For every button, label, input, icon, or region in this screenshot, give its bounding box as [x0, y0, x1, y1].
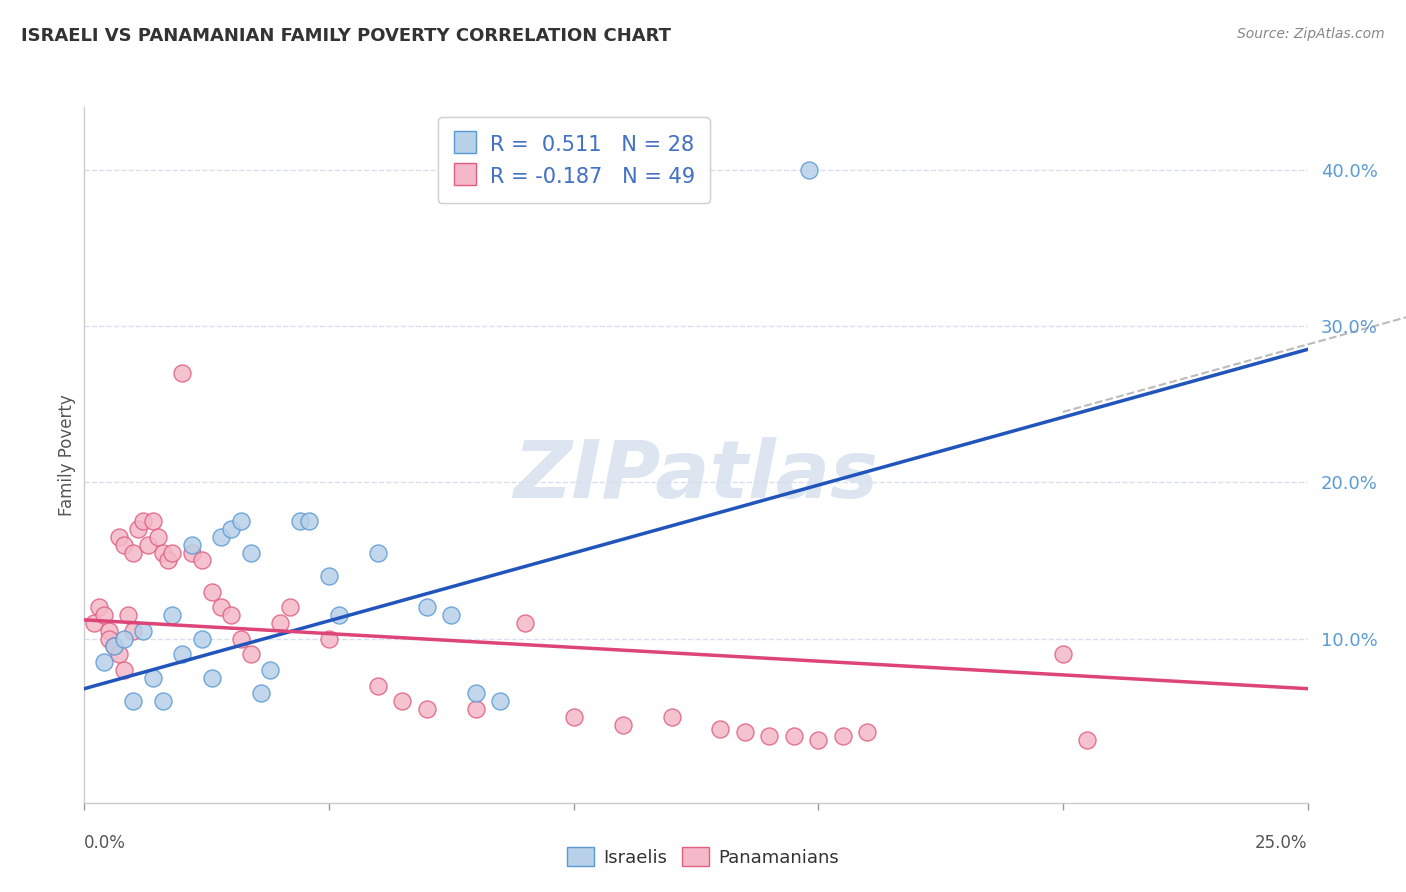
Point	[152, 694, 174, 708]
Point	[661, 710, 683, 724]
Text: ZIPatlas: ZIPatlas	[513, 437, 879, 515]
Point	[117, 608, 139, 623]
Point	[278, 600, 301, 615]
Point	[391, 694, 413, 708]
Point	[489, 694, 512, 708]
Point	[112, 538, 135, 552]
Point	[122, 546, 145, 560]
Point	[298, 514, 321, 528]
Point	[709, 723, 731, 737]
Point	[367, 546, 389, 560]
Point	[146, 530, 169, 544]
Point	[107, 530, 129, 544]
Point	[219, 608, 242, 623]
Point	[103, 640, 125, 654]
Y-axis label: Family Poverty: Family Poverty	[58, 394, 76, 516]
Point	[162, 546, 184, 560]
Point	[136, 538, 159, 552]
Point	[239, 647, 262, 661]
Point	[156, 553, 179, 567]
Legend: Israelis, Panamanians: Israelis, Panamanians	[560, 840, 846, 874]
Point	[562, 710, 585, 724]
Point	[416, 702, 439, 716]
Point	[97, 632, 120, 646]
Legend: R =  0.511   N = 28, R = -0.187   N = 49: R = 0.511 N = 28, R = -0.187 N = 49	[437, 118, 710, 203]
Point	[464, 686, 486, 700]
Point	[318, 569, 340, 583]
Point	[107, 647, 129, 661]
Point	[142, 514, 165, 528]
Point	[229, 514, 252, 528]
Point	[734, 725, 756, 739]
Point	[416, 600, 439, 615]
Point	[87, 600, 110, 615]
Text: 0.0%: 0.0%	[84, 834, 127, 852]
Point	[132, 624, 155, 638]
Point	[142, 671, 165, 685]
Point	[440, 608, 463, 623]
Point	[209, 600, 232, 615]
Point	[181, 538, 204, 552]
Point	[132, 514, 155, 528]
Point	[172, 647, 194, 661]
Point	[112, 663, 135, 677]
Point	[152, 546, 174, 560]
Point	[200, 584, 222, 599]
Point	[93, 655, 115, 669]
Point	[367, 679, 389, 693]
Point	[172, 366, 194, 380]
Point	[758, 729, 780, 743]
Point	[318, 632, 340, 646]
Point	[1052, 647, 1074, 661]
Point	[112, 632, 135, 646]
Point	[797, 162, 820, 177]
Point	[200, 671, 222, 685]
Point	[122, 694, 145, 708]
Point	[612, 717, 634, 731]
Text: Source: ZipAtlas.com: Source: ZipAtlas.com	[1237, 27, 1385, 41]
Point	[97, 624, 120, 638]
Point	[93, 608, 115, 623]
Point	[239, 546, 262, 560]
Point	[209, 530, 232, 544]
Point	[229, 632, 252, 646]
Point	[288, 514, 311, 528]
Point	[162, 608, 184, 623]
Point	[191, 553, 214, 567]
Point	[191, 632, 214, 646]
Point	[249, 686, 271, 700]
Point	[127, 522, 149, 536]
Point	[269, 615, 291, 630]
Point	[783, 729, 806, 743]
Point	[181, 546, 204, 560]
Text: ISRAELI VS PANAMANIAN FAMILY POVERTY CORRELATION CHART: ISRAELI VS PANAMANIAN FAMILY POVERTY COR…	[21, 27, 671, 45]
Point	[328, 608, 350, 623]
Point	[1076, 733, 1098, 747]
Point	[831, 729, 853, 743]
Point	[856, 725, 879, 739]
Point	[807, 733, 830, 747]
Point	[219, 522, 242, 536]
Point	[83, 615, 105, 630]
Point	[464, 702, 486, 716]
Point	[513, 615, 536, 630]
Point	[122, 624, 145, 638]
Point	[259, 663, 281, 677]
Point	[103, 640, 125, 654]
Text: 25.0%: 25.0%	[1256, 834, 1308, 852]
